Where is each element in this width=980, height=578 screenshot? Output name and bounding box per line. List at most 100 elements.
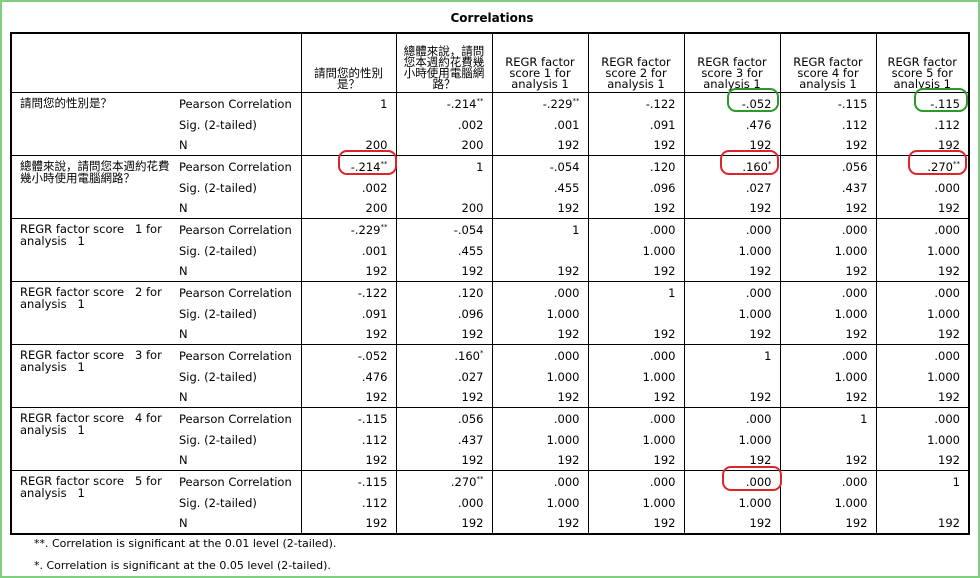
value: -.214 — [446, 96, 477, 111]
significance-flag: ** — [953, 159, 960, 168]
value-cell: 192 — [779, 260, 876, 282]
table-row: REGR factor score 3 for analysis 1 Pearso… — [11, 344, 969, 408]
significance-flag: ** — [572, 96, 580, 105]
value-cell: -.115 — [300, 407, 396, 429]
value-cell: .270** — [875, 155, 969, 177]
value-cell: -.115 — [300, 470, 396, 492]
value-cell: -.229** — [491, 92, 588, 114]
value-cell: 192 — [683, 260, 780, 282]
value-cell: 1.000 — [875, 365, 969, 387]
value-cell: 192 — [779, 197, 876, 219]
value-cell — [491, 239, 588, 261]
value-cell: 192 — [587, 197, 684, 219]
statistic-label: Pearson Correlation — [179, 96, 292, 111]
table-row: REGR factor score 5 for analysis 1 Pearso… — [11, 470, 969, 534]
value: .270 — [450, 474, 477, 489]
highlight — [727, 88, 779, 112]
value-cell: 192 — [491, 512, 588, 534]
value-cell: 1.000 — [491, 491, 588, 513]
value-cell — [875, 491, 969, 513]
value-cell: 1 — [587, 281, 684, 303]
value-cell: 192 — [300, 386, 396, 408]
value-cell: 1.000 — [779, 302, 876, 324]
value-cell: .000 — [875, 344, 969, 366]
value-cell: 192 — [587, 323, 684, 345]
significance-flag: * — [768, 159, 772, 168]
value-cell: 1.000 — [491, 365, 588, 387]
statistic-label: N — [176, 134, 301, 156]
statistic-label: Pearson Correlation — [179, 222, 292, 237]
value-cell: 200 — [395, 134, 492, 156]
value-cell: .000 — [683, 218, 780, 240]
value-cell: .476 — [683, 113, 780, 135]
value: .270 — [927, 159, 953, 174]
value-cell: .000 — [491, 407, 588, 429]
statistic-label: Pearson Correlation — [179, 348, 292, 363]
correlation-table: 請問您的性別是？ 總體來說，請問您本週約花費幾小時使用電腦網路？ REGR fact… — [10, 32, 970, 535]
value-cell: .455 — [395, 239, 492, 261]
column-header: REGR factor score 4 for analysis 1 — [779, 33, 876, 93]
value-cell: .056 — [395, 407, 492, 429]
value-cell: 192 — [491, 134, 588, 156]
value-cell: .001 — [491, 113, 588, 135]
statistic-label: Pearson Correlation — [179, 474, 292, 489]
value-cell — [779, 428, 876, 450]
value-cell: .112 — [300, 428, 396, 450]
statistic-label: Sig. (2-tailed) — [179, 432, 257, 447]
value-cell: 192 — [395, 323, 492, 345]
value-cell: .000 — [779, 218, 876, 240]
value-cell: -.054 — [395, 218, 492, 240]
statistic-label: Pearson Correlation — [179, 411, 292, 426]
table-row: N 192 192 192 192 192 192 192 — [11, 260, 969, 282]
column-header: REGR factor score 5 for analysis 1 — [875, 33, 969, 93]
value-cell: .000 — [779, 281, 876, 303]
value-cell: 192 — [779, 449, 876, 471]
value-cell: .000 — [779, 344, 876, 366]
value-cell: .056 — [779, 155, 876, 177]
value-cell: 1.000 — [779, 491, 876, 513]
statistic-label: N — [176, 260, 301, 282]
value-cell: .000 — [587, 344, 684, 366]
column-header: REGR factor score 2 for analysis 1 — [587, 33, 684, 93]
value-cell: 1.000 — [683, 428, 780, 450]
value-cell: 1.000 — [683, 491, 780, 513]
footnote: *. Correlation is significant at the 0.0… — [34, 559, 331, 572]
row-label: REGR factor score 4 for analysis 1 — [11, 407, 176, 471]
value-cell: .000 — [491, 344, 588, 366]
value-cell: 1.000 — [683, 302, 780, 324]
statistic-label: N — [176, 197, 301, 219]
statistic-label: N — [176, 512, 301, 534]
table-row: Sig. (2-tailed) .002.001.091.476.112.112 — [11, 113, 969, 135]
value-cell: 192 — [683, 197, 780, 219]
value-cell: .112 — [779, 113, 876, 135]
value-cell — [300, 113, 396, 135]
value-cell: 192 — [587, 449, 684, 471]
highlight — [908, 150, 967, 175]
value-cell: 192 — [587, 386, 684, 408]
value-cell: .000 — [491, 281, 588, 303]
table-row: N 200 200 192 192 192 192 192 — [11, 197, 969, 219]
value-cell: .000 — [683, 407, 780, 429]
value: .160 — [454, 348, 480, 363]
value-cell: 192 — [779, 134, 876, 156]
statistic-label: Pearson Correlation — [179, 285, 292, 300]
statistic-label: Sig. (2-tailed) — [179, 369, 257, 384]
statistic-label: Sig. (2-tailed) — [179, 117, 257, 132]
value-cell: .000 — [683, 470, 780, 492]
value-cell: 1 — [875, 470, 969, 492]
value-cell: -.214** — [300, 155, 396, 177]
statistic-label: N — [176, 323, 301, 345]
statistic-label: N — [176, 386, 301, 408]
value-cell: .000 — [587, 407, 684, 429]
value-cell: 192 — [875, 386, 969, 408]
value-cell: 192 — [875, 512, 969, 534]
value-cell: 192 — [300, 449, 396, 471]
value-cell: -.054 — [491, 155, 588, 177]
corner — [11, 33, 301, 93]
value-cell: 192 — [491, 449, 588, 471]
header-row: 請問您的性別是？ 總體來說，請問您本週約花費幾小時使用電腦網路？ REGR fact… — [11, 33, 969, 93]
value-cell — [683, 365, 780, 387]
row-label: 請問您的性別是？ — [11, 92, 176, 156]
value-cell: 1.000 — [587, 491, 684, 513]
